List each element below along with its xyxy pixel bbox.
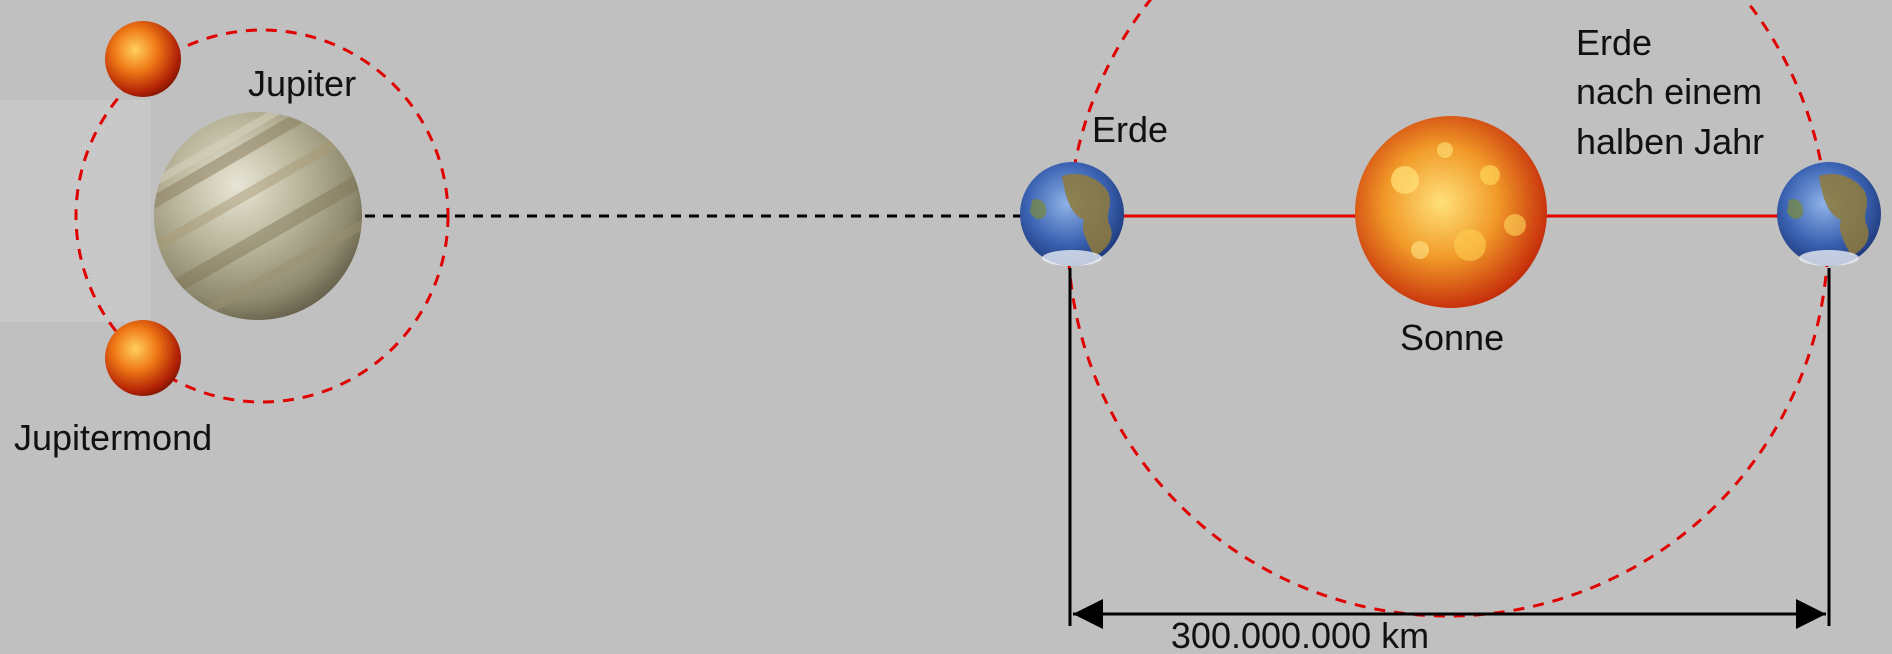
label-jupiter: Jupiter [248, 63, 356, 104]
earth-planet-half-year [1777, 162, 1881, 266]
jupiter-moon-orbit [74, 28, 450, 404]
label-erde-later-line3: halben Jahr [1576, 121, 1764, 162]
label-distance: 300.000.000 km [1171, 615, 1429, 654]
label-erde-later-line2: nach einem [1576, 71, 1762, 112]
label-erde-later-line1: Erde [1576, 22, 1652, 63]
earth-planet [1020, 162, 1124, 266]
sun [1355, 116, 1547, 308]
jupiter-moon-bottom [105, 320, 181, 396]
label-jupitermond: Jupitermond [14, 417, 212, 458]
label-erde: Erde [1092, 109, 1168, 150]
jupiter-moon-top [105, 21, 181, 97]
label-sonne: Sonne [1400, 317, 1504, 358]
jupiter-planet [154, 112, 362, 320]
